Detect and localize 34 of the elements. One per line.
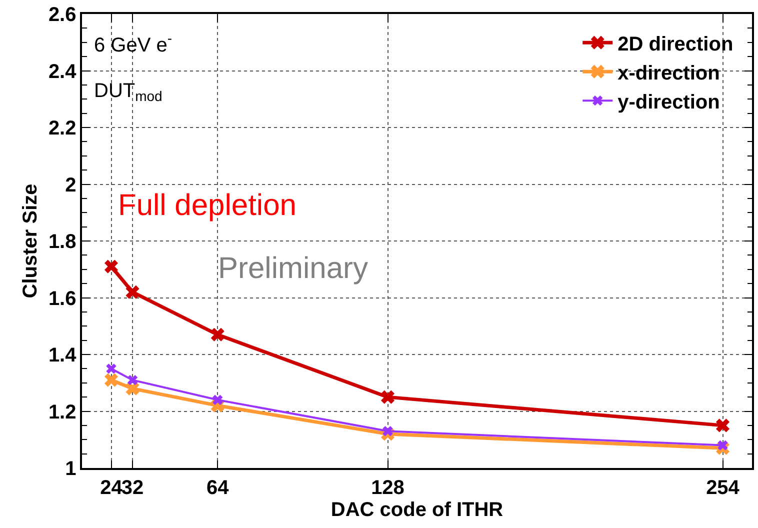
point <box>104 260 118 274</box>
x-axis-title: DAC code of ITHR <box>330 498 504 521</box>
x-tick-label: 64 <box>206 476 230 499</box>
y-tick-label: 1.8 <box>48 231 76 253</box>
point <box>104 373 118 387</box>
annotation: Full depletion <box>118 189 296 222</box>
legend-label: y-direction <box>618 91 720 114</box>
annotation: Preliminary <box>218 252 368 285</box>
y-tick-label: 1.6 <box>48 288 76 310</box>
y-tick-label: 2.4 <box>48 60 78 83</box>
legend-label: 2D direction <box>618 33 734 56</box>
point <box>127 374 138 386</box>
y-tick-label: 1.2 <box>48 401 76 424</box>
point <box>380 390 395 404</box>
annotation: DUT$_{mod}$ <box>94 80 162 104</box>
point <box>382 426 393 436</box>
point <box>126 285 140 299</box>
point <box>718 440 728 450</box>
y-tick-label: 2.6 <box>48 4 76 26</box>
x-tick-label: 254 <box>706 476 740 499</box>
y-tick-label: 1 <box>65 458 76 480</box>
y-axis-title: Cluster Size <box>19 184 42 298</box>
y-tick-label: 1.4 <box>48 344 78 366</box>
point <box>716 418 730 432</box>
y-tick-label: 2.2 <box>48 118 76 140</box>
legend-label: x-direction <box>618 62 720 84</box>
x-tick-label: 24 <box>100 476 124 499</box>
y-tick-label: 2 <box>65 174 76 196</box>
point <box>212 394 223 405</box>
annotation: 6 GeV e$^{-}$ <box>94 30 172 56</box>
point <box>106 364 116 374</box>
x-tick-label: 128 <box>371 476 404 499</box>
point <box>210 328 224 342</box>
x-tick-label: 32 <box>121 476 144 499</box>
